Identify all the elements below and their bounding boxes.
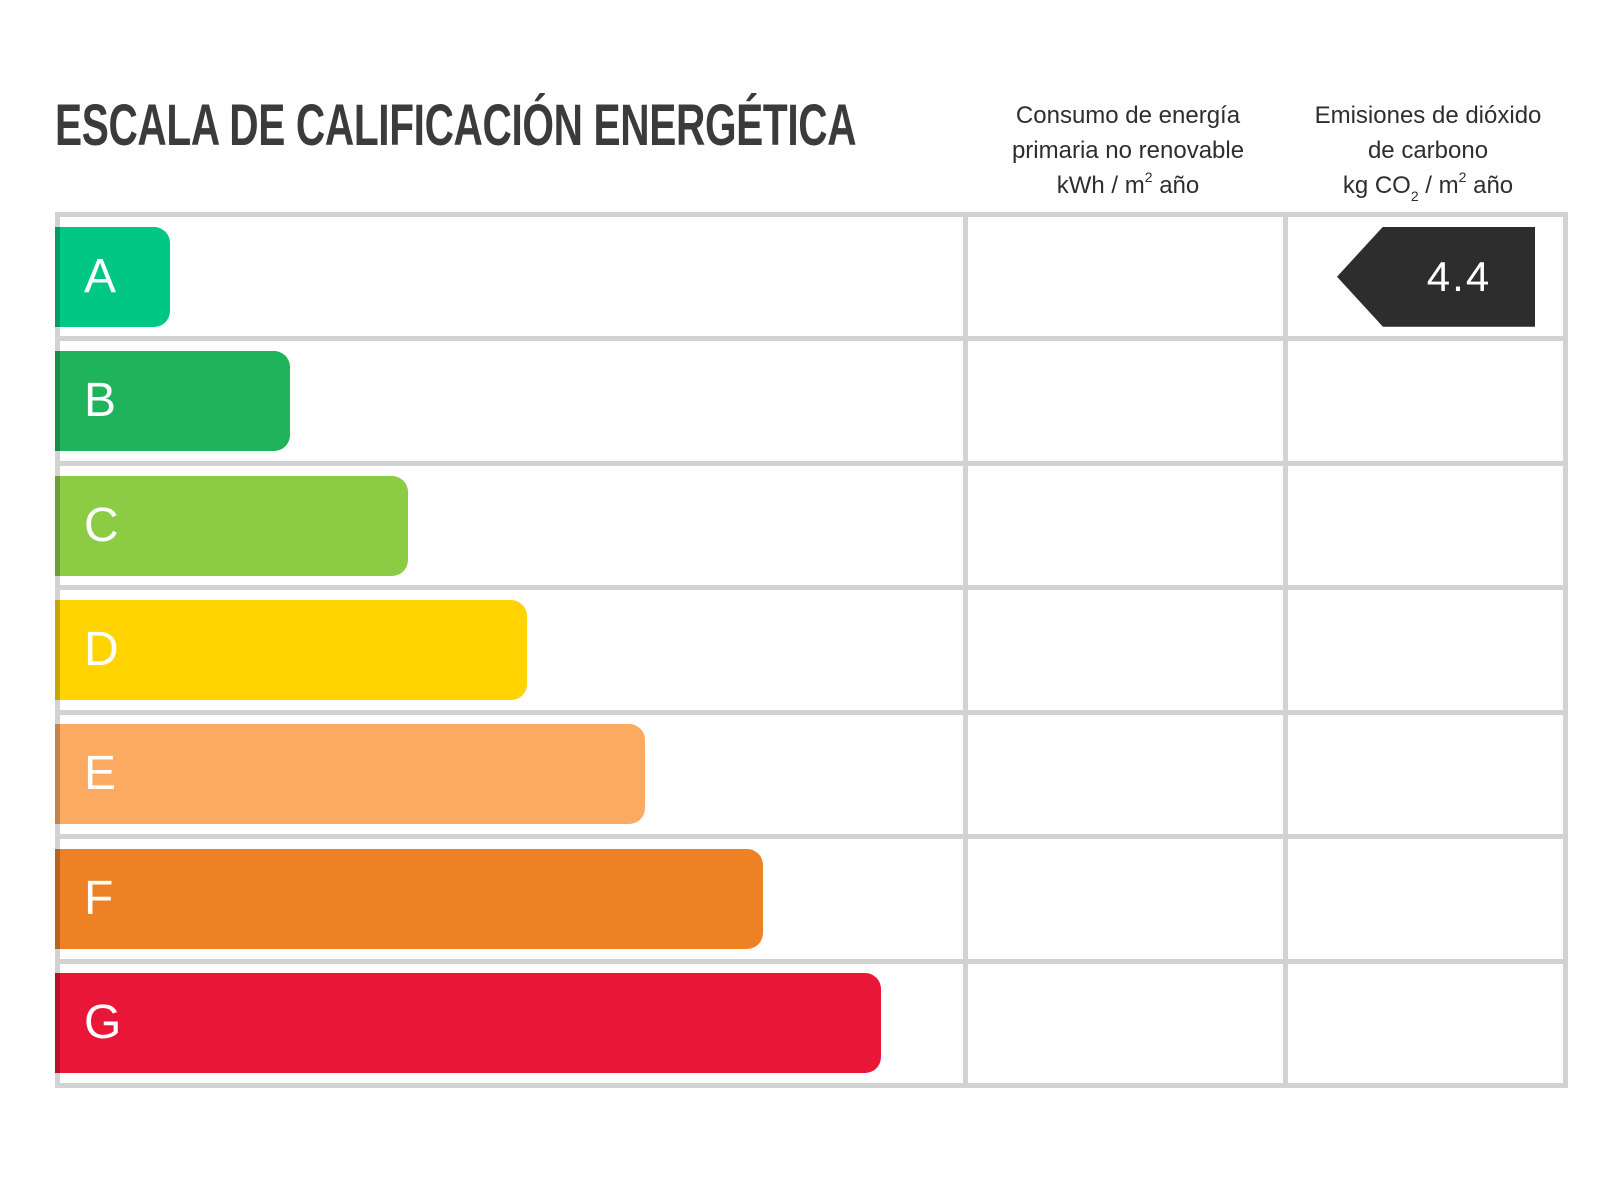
rating-row-a-bar-cell: A [55, 217, 963, 337]
rating-letter-g: G [84, 996, 122, 1050]
rating-row-f-bar-cell: F [55, 839, 963, 959]
emissions-header-line1: Emisiones de dióxido [1314, 102, 1542, 129]
emissions-cell-a: 4.4 [1288, 217, 1563, 337]
rating-bar-c: C [55, 475, 408, 576]
rating-letter-e: E [84, 747, 117, 801]
emissions-header-line2: de carbono [1367, 137, 1489, 164]
emissions-marker-arrow: 4.4 [1337, 226, 1535, 327]
rating-bar-b: B [55, 351, 290, 452]
consumption-cell-e [968, 714, 1283, 835]
page-title: ESCALA DE CALIFICACIÓN ENERGÉTICA [55, 93, 857, 158]
rating-bar-d: D [55, 599, 527, 700]
rating-bar-f: F [55, 848, 763, 949]
rating-letter-f: F [84, 871, 114, 925]
rating-row-d-bar-cell: D [55, 590, 963, 710]
rating-letter-c: C [84, 498, 119, 552]
consumption-cell-f [968, 839, 1283, 959]
consumption-header-line1: Consumo de energía [1015, 102, 1241, 129]
consumption-column-header: Consumo de energía primaria no renovable… [968, 98, 1288, 203]
emissions-cell-d [1288, 590, 1563, 710]
rating-row-b-bar-cell: B [55, 341, 963, 461]
emissions-cell-f [1288, 839, 1563, 959]
consumption-cell-a [968, 217, 1283, 337]
rating-bar-e: E [55, 724, 645, 825]
emissions-value: 4.4 [1426, 252, 1492, 300]
consumption-header-line2: primaria no renovable [1011, 137, 1245, 164]
emissions-cell-b [1288, 341, 1563, 461]
rating-row-e-bar-cell: E [55, 714, 963, 835]
emissions-header-unit: kg CO2 / m2 año [1342, 169, 1514, 204]
consumption-cell-d [968, 590, 1283, 710]
rating-row-g-bar-cell: G [55, 963, 963, 1083]
consumption-cell-b [968, 341, 1283, 461]
emissions-cell-g [1288, 963, 1563, 1083]
rating-bar-a: A [55, 226, 170, 327]
consumption-header-unit: kWh / m2 año [1056, 169, 1200, 199]
rating-letter-b: B [84, 374, 117, 428]
rating-letter-a: A [84, 249, 117, 303]
rating-row-c-bar-cell: C [55, 465, 963, 586]
emissions-column-header: Emisiones de dióxido de carbono kg CO2 /… [1288, 98, 1568, 203]
rating-letter-d: D [84, 622, 119, 676]
consumption-cell-c [968, 465, 1283, 586]
emissions-cell-e [1288, 714, 1563, 835]
consumption-cell-g [968, 963, 1283, 1083]
energy-scale-table: A 4.4 B C D [55, 212, 1568, 1088]
rating-bar-g: G [55, 973, 881, 1074]
emissions-cell-c [1288, 465, 1563, 586]
